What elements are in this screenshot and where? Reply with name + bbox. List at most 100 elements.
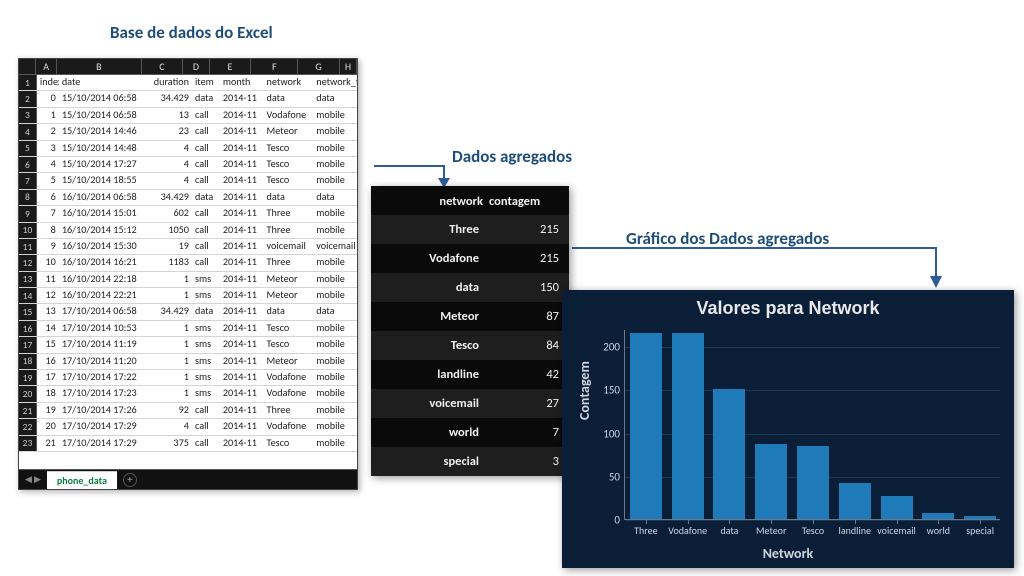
- table-row[interactable]: 211917/10/2014 17:2692call2014-11Threemo…: [19, 403, 357, 419]
- cell[interactable]: 1: [148, 386, 192, 401]
- cell[interactable]: 11: [37, 272, 59, 287]
- cell[interactable]: 1: [148, 321, 192, 336]
- cell[interactable]: mobile: [313, 108, 357, 123]
- cell[interactable]: 2014-11: [220, 157, 264, 172]
- table-row[interactable]: 171517/10/2014 11:191sms2014-11Tescomobi…: [19, 337, 357, 353]
- cell[interactable]: 4: [148, 419, 192, 434]
- table-row[interactable]: 151317/10/2014 06:5834.429data2014-11dat…: [19, 304, 357, 320]
- cell[interactable]: data: [264, 190, 314, 205]
- cell[interactable]: 16/10/2014 16:21: [59, 255, 148, 270]
- cell[interactable]: 5: [37, 173, 59, 188]
- cell[interactable]: call: [192, 403, 220, 418]
- cell[interactable]: 1183: [148, 255, 192, 270]
- cell[interactable]: Meteor: [264, 124, 314, 139]
- col-letter[interactable]: H: [340, 59, 357, 74]
- cell[interactable]: Meteor: [264, 272, 314, 287]
- table-row[interactable]: 2015/10/2014 06:5834.429data2014-11datad…: [19, 91, 357, 107]
- cell[interactable]: mobile: [313, 403, 357, 418]
- cell[interactable]: 2014-11: [220, 386, 264, 401]
- cell[interactable]: data: [192, 190, 220, 205]
- row-number[interactable]: 8: [19, 190, 37, 205]
- cell[interactable]: mobile: [313, 141, 357, 156]
- cell[interactable]: data: [313, 190, 357, 205]
- cell[interactable]: mobile: [313, 173, 357, 188]
- cell[interactable]: 2014-11: [220, 288, 264, 303]
- cell[interactable]: 17/10/2014 06:58: [59, 304, 148, 319]
- row-number[interactable]: 19: [19, 370, 37, 385]
- cell[interactable]: Vodafone: [264, 370, 314, 385]
- cell[interactable]: 4: [148, 141, 192, 156]
- row-number[interactable]: 17: [19, 337, 37, 352]
- cell[interactable]: data: [264, 304, 314, 319]
- table-row[interactable]: 7515/10/2014 18:554call2014-11Tescomobil…: [19, 173, 357, 189]
- cell[interactable]: mobile: [313, 386, 357, 401]
- col-letter[interactable]: G: [298, 59, 340, 74]
- cell[interactable]: 1: [148, 337, 192, 352]
- cell[interactable]: sms: [192, 321, 220, 336]
- cell[interactable]: mobile: [313, 288, 357, 303]
- cell[interactable]: 15/10/2014 14:46: [59, 124, 148, 139]
- cell[interactable]: 16/10/2014 15:12: [59, 223, 148, 238]
- cell[interactable]: 17/10/2014 10:53: [59, 321, 148, 336]
- cell[interactable]: 34.429: [148, 91, 192, 106]
- cell[interactable]: 16/10/2014 06:58: [59, 190, 148, 205]
- table-row[interactable]: 4215/10/2014 14:4623call2014-11Meteormob…: [19, 124, 357, 140]
- cell[interactable]: 17/10/2014 17:26: [59, 403, 148, 418]
- column-header[interactable]: duration: [148, 75, 192, 90]
- cell[interactable]: mobile: [313, 255, 357, 270]
- table-row[interactable]: 11916/10/2014 15:3019call2014-11voicemai…: [19, 239, 357, 255]
- cell[interactable]: 92: [148, 403, 192, 418]
- cell[interactable]: 15: [37, 337, 59, 352]
- col-letter[interactable]: E: [210, 59, 252, 74]
- cell[interactable]: 13: [37, 304, 59, 319]
- cell[interactable]: 375: [148, 436, 192, 451]
- cell[interactable]: mobile: [313, 124, 357, 139]
- col-letter[interactable]: C: [142, 59, 184, 74]
- cell[interactable]: mobile: [313, 370, 357, 385]
- table-row[interactable]: 141216/10/2014 22:211sms2014-11Meteormob…: [19, 288, 357, 304]
- table-row[interactable]: 232117/10/2014 17:29375call2014-11Tescom…: [19, 436, 357, 452]
- cell[interactable]: 2014-11: [220, 272, 264, 287]
- cell[interactable]: 2014-11: [220, 419, 264, 434]
- row-number[interactable]: 10: [19, 223, 37, 238]
- cell[interactable]: data: [313, 304, 357, 319]
- cell[interactable]: sms: [192, 370, 220, 385]
- row-number[interactable]: 1: [19, 75, 37, 90]
- cell[interactable]: Tesco: [264, 141, 314, 156]
- table-row[interactable]: 5315/10/2014 14:484call2014-11Tescomobil…: [19, 141, 357, 157]
- cell[interactable]: mobile: [313, 272, 357, 287]
- cell[interactable]: call: [192, 124, 220, 139]
- cell[interactable]: Three: [264, 223, 314, 238]
- cell[interactable]: 16/10/2014 15:01: [59, 206, 148, 221]
- table-row[interactable]: 8616/10/2014 06:5834.429data2014-11datad…: [19, 190, 357, 206]
- cell[interactable]: 34.429: [148, 304, 192, 319]
- row-number[interactable]: 7: [19, 173, 37, 188]
- cell[interactable]: mobile: [313, 157, 357, 172]
- cell[interactable]: 1: [148, 288, 192, 303]
- row-number[interactable]: 22: [19, 419, 37, 434]
- cell[interactable]: 4: [148, 157, 192, 172]
- row-number[interactable]: 4: [19, 124, 37, 139]
- row-number[interactable]: 9: [19, 206, 37, 221]
- table-row[interactable]: 161417/10/2014 10:531sms2014-11Tescomobi…: [19, 321, 357, 337]
- cell[interactable]: call: [192, 436, 220, 451]
- cell[interactable]: mobile: [313, 436, 357, 451]
- column-header[interactable]: month: [220, 75, 264, 90]
- cell[interactable]: 6: [37, 190, 59, 205]
- cell[interactable]: data: [192, 91, 220, 106]
- table-row[interactable]: 9716/10/2014 15:01602call2014-11Threemob…: [19, 206, 357, 222]
- table-row[interactable]: 10816/10/2014 15:121050call2014-11Threem…: [19, 223, 357, 239]
- row-number[interactable]: 21: [19, 403, 37, 418]
- cell[interactable]: 17/10/2014 11:20: [59, 354, 148, 369]
- cell[interactable]: 2014-11: [220, 141, 264, 156]
- cell[interactable]: 12: [37, 288, 59, 303]
- cell[interactable]: 2014-11: [220, 239, 264, 254]
- cell[interactable]: 2014-11: [220, 304, 264, 319]
- table-row[interactable]: 201817/10/2014 17:231sms2014-11Vodafonem…: [19, 386, 357, 402]
- cell[interactable]: Three: [264, 206, 314, 221]
- cell[interactable]: call: [192, 255, 220, 270]
- cell[interactable]: mobile: [313, 321, 357, 336]
- cell[interactable]: 3: [37, 141, 59, 156]
- cell[interactable]: 2014-11: [220, 173, 264, 188]
- cell[interactable]: data: [264, 91, 314, 106]
